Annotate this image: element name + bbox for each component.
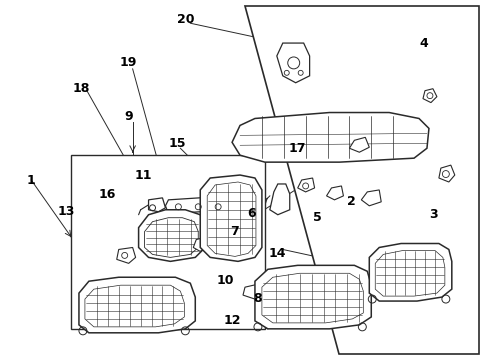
- Polygon shape: [297, 178, 314, 192]
- Text: 14: 14: [268, 247, 286, 260]
- Text: 8: 8: [253, 292, 262, 305]
- Text: 10: 10: [216, 274, 233, 287]
- Polygon shape: [368, 243, 451, 301]
- Polygon shape: [361, 190, 381, 206]
- Polygon shape: [243, 284, 262, 299]
- Polygon shape: [269, 184, 289, 215]
- Text: 2: 2: [346, 195, 355, 208]
- Text: 7: 7: [229, 225, 238, 238]
- Polygon shape: [79, 277, 195, 333]
- Text: 6: 6: [247, 207, 256, 220]
- Text: 19: 19: [120, 57, 137, 69]
- Polygon shape: [117, 247, 135, 264]
- Polygon shape: [254, 265, 370, 329]
- Polygon shape: [193, 238, 207, 251]
- Text: 4: 4: [419, 37, 427, 50]
- Text: 17: 17: [288, 142, 306, 155]
- Bar: [71, 155, 264, 329]
- Polygon shape: [200, 175, 262, 261]
- Polygon shape: [422, 89, 436, 103]
- Text: 11: 11: [135, 168, 152, 181]
- Polygon shape: [349, 137, 368, 152]
- Text: 5: 5: [313, 211, 321, 224]
- Polygon shape: [244, 6, 478, 354]
- Polygon shape: [326, 186, 343, 200]
- Polygon shape: [232, 113, 428, 162]
- Polygon shape: [165, 196, 234, 214]
- Text: 20: 20: [176, 13, 194, 26]
- Text: 15: 15: [168, 137, 186, 150]
- Polygon shape: [276, 43, 309, 83]
- Text: 16: 16: [98, 188, 115, 201]
- Text: 1: 1: [27, 174, 36, 186]
- Text: 18: 18: [72, 82, 89, 95]
- Polygon shape: [438, 165, 454, 182]
- Text: 9: 9: [124, 110, 133, 123]
- Text: 3: 3: [429, 208, 437, 221]
- Polygon shape: [138, 210, 205, 261]
- Text: 12: 12: [223, 314, 240, 327]
- Text: 13: 13: [57, 205, 75, 218]
